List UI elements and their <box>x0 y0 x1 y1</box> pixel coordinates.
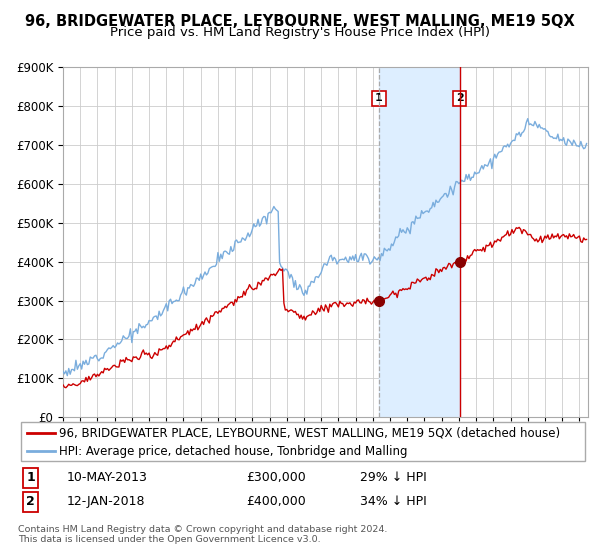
Text: £400,000: £400,000 <box>246 496 306 508</box>
Text: 96, BRIDGEWATER PLACE, LEYBOURNE, WEST MALLING, ME19 5QX (detached house): 96, BRIDGEWATER PLACE, LEYBOURNE, WEST M… <box>59 426 560 439</box>
Text: 29% ↓ HPI: 29% ↓ HPI <box>360 471 427 484</box>
Text: 10-MAY-2013: 10-MAY-2013 <box>67 471 148 484</box>
FancyBboxPatch shape <box>21 422 585 461</box>
Text: 1: 1 <box>375 94 383 103</box>
Text: 2: 2 <box>26 496 35 508</box>
Text: Contains HM Land Registry data © Crown copyright and database right 2024.
This d: Contains HM Land Registry data © Crown c… <box>18 525 388 544</box>
Text: Price paid vs. HM Land Registry's House Price Index (HPI): Price paid vs. HM Land Registry's House … <box>110 26 490 39</box>
Text: £300,000: £300,000 <box>246 471 306 484</box>
Text: HPI: Average price, detached house, Tonbridge and Malling: HPI: Average price, detached house, Tonb… <box>59 445 407 458</box>
Text: 34% ↓ HPI: 34% ↓ HPI <box>360 496 427 508</box>
Bar <box>379 67 460 417</box>
Text: 1: 1 <box>26 471 35 484</box>
Text: 12-JAN-2018: 12-JAN-2018 <box>67 496 145 508</box>
Text: 2: 2 <box>456 94 463 103</box>
Text: 96, BRIDGEWATER PLACE, LEYBOURNE, WEST MALLING, ME19 5QX: 96, BRIDGEWATER PLACE, LEYBOURNE, WEST M… <box>25 14 575 29</box>
